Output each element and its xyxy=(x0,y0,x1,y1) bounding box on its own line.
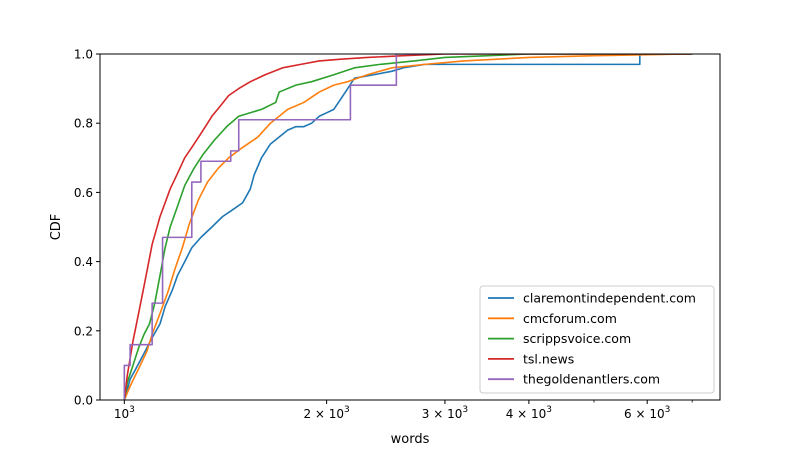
x-tick-base: 6 × 10 xyxy=(624,407,665,421)
x-tick-base: 3 × 10 xyxy=(422,407,463,421)
x-tick-base: 10 xyxy=(114,407,129,421)
series-line-thegoldenantlers-com xyxy=(123,54,425,400)
x-tick-label: 103 xyxy=(114,405,135,421)
y-tick-label: 0.4 xyxy=(74,255,93,269)
x-tick-label: 3 × 103 xyxy=(422,405,468,421)
series-line-scrippsvoice-com xyxy=(123,54,693,400)
x-tick-label: 6 × 103 xyxy=(624,405,670,421)
x-tick-exponent: 3 xyxy=(546,405,552,415)
x-tick-base: 2 × 10 xyxy=(303,407,344,421)
series-layer xyxy=(123,54,693,400)
x-axis-label: words xyxy=(391,432,430,447)
legend-frame xyxy=(479,285,715,394)
y-tick-label: 1.0 xyxy=(74,48,93,62)
y-tick-label: 0.8 xyxy=(74,117,93,131)
legend: claremontindependent.com cmcforum.com scri… xyxy=(479,285,715,394)
x-tick-exponent: 3 xyxy=(129,405,135,415)
x-tick-exponent: 3 xyxy=(665,405,671,415)
legend-label: thegoldenantlers.com xyxy=(523,372,660,387)
y-tick-label: 0.2 xyxy=(74,324,93,338)
x-tick-exponent: 3 xyxy=(462,405,468,415)
x-axis: 103 2 × 103 3 × 103 4 × 103 6 × 103 xyxy=(114,400,693,421)
legend-label: claremontindependent.com xyxy=(523,291,696,306)
y-tick-label: 0.6 xyxy=(74,186,93,200)
legend-label: scrippsvoice.com xyxy=(523,331,631,346)
y-axis-label: CDF xyxy=(49,214,64,241)
y-axis: 0.0 0.2 0.4 0.6 0.8 1.0 xyxy=(74,48,100,408)
series-line-cmcforum-com xyxy=(123,54,689,400)
plot-frame xyxy=(99,53,721,401)
x-tick-label: 4 × 103 xyxy=(506,405,552,421)
y-tick-label: 0.0 xyxy=(74,394,93,408)
x-tick-base: 4 × 10 xyxy=(506,407,547,421)
legend-label: tsl.news xyxy=(523,351,574,366)
x-tick-label: 2 × 103 xyxy=(303,405,349,421)
legend-label: cmcforum.com xyxy=(523,311,617,326)
x-tick-exponent: 3 xyxy=(344,405,350,415)
series-line-tsl-news xyxy=(123,54,693,400)
